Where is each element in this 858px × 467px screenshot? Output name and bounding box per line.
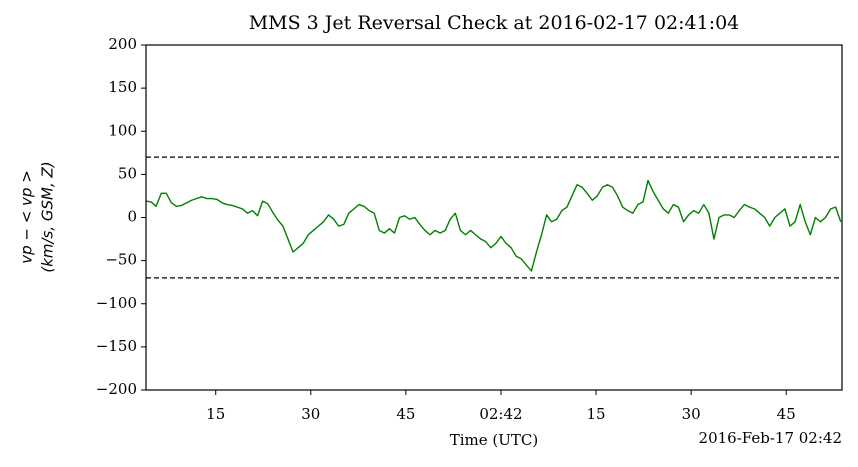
x-tick-label: 45 [396, 405, 415, 423]
x-tick-label: 15 [587, 405, 606, 423]
y-tick-label: 50 [118, 164, 137, 182]
y-axis-label: (km/s, GSM, Z) [39, 161, 57, 272]
y-tick-label: 0 [127, 208, 137, 226]
x-offset-label: 2016-Feb-17 02:42 [699, 429, 842, 447]
y-axis-label: vp − < vp > [18, 170, 36, 264]
y-tick-label: 100 [108, 121, 137, 139]
x-tick-label: 15 [206, 405, 225, 423]
y-tick-label: 200 [108, 35, 137, 53]
plot-frame [145, 44, 843, 391]
x-tick-label: 02:42 [479, 405, 522, 423]
x-tick-label: 30 [682, 405, 701, 423]
x-tick-label: 30 [301, 405, 320, 423]
y-tick-label: −50 [105, 251, 137, 269]
y-tick-label: −100 [96, 294, 137, 312]
data-line [145, 179, 842, 272]
x-axis-label: Time (UTC) [450, 431, 539, 449]
chart-title: MMS 3 Jet Reversal Check at 2016-02-17 0… [249, 12, 740, 34]
y-tick-label: −150 [96, 337, 137, 355]
x-tick-label: 45 [777, 405, 796, 423]
y-tick-label: −200 [96, 380, 137, 398]
y-tick-label: 150 [108, 78, 137, 96]
